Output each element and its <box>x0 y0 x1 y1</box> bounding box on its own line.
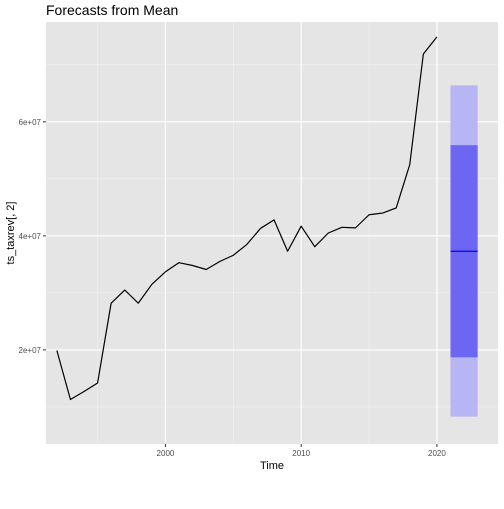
axis-ticks <box>43 121 438 447</box>
y-tick-label: 2e+07 <box>19 346 42 355</box>
chart-title: Forecasts from Mean <box>46 2 178 18</box>
x-tick-label: 2000 <box>157 449 175 458</box>
y-tick-label: 6e+07 <box>19 118 42 127</box>
forecast-intervals <box>450 85 478 417</box>
y-tick-label: 4e+07 <box>19 232 42 241</box>
minor-gridlines <box>46 22 498 444</box>
axis-tick-labels: 2000 2010 2020 2e+07 4e+07 6e+07 <box>19 118 447 458</box>
y-axis-label: ts_taxrev[, 2] <box>5 202 17 265</box>
series-line <box>56 36 438 401</box>
series-lines <box>56 36 438 401</box>
plot-panel <box>46 22 498 444</box>
major-gridlines <box>46 22 498 444</box>
x-axis-label: Time <box>260 460 284 472</box>
x-tick-label: 2010 <box>292 449 310 458</box>
x-tick-label: 2020 <box>428 449 446 458</box>
